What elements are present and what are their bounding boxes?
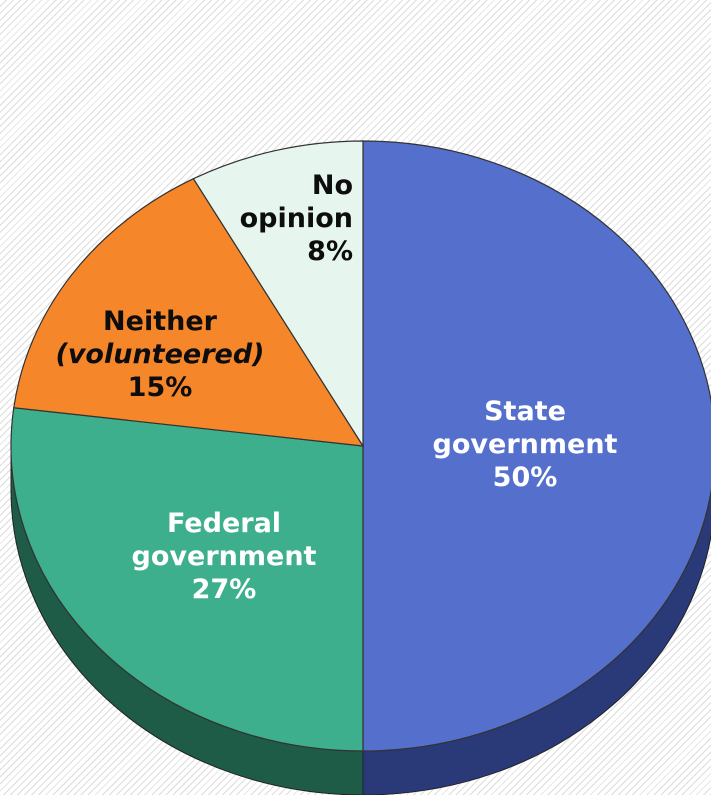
pie-category-label: government — [433, 429, 618, 460]
pie-label-state-government: State government 50% — [433, 396, 618, 493]
pie-category-label: opinion — [240, 203, 353, 234]
pie-category-label: (volunteered) — [55, 339, 264, 370]
pie-value-label: 15% — [128, 372, 193, 403]
pie-category-label: No — [312, 170, 353, 201]
pie-labels: State government 50%Federal government 27%Ne… — [55, 170, 617, 605]
pie-slice-neither-volunteered — [13, 177, 365, 447]
pie-category-label: Neither — [103, 306, 218, 337]
pie-label-no-opinion: No opinion 8% — [240, 170, 353, 267]
pie-category-label: Federal — [167, 508, 281, 539]
pie-category-label: State — [484, 396, 566, 427]
pie-slice-no-opinion — [192, 140, 364, 449]
pie-slices — [10, 140, 711, 752]
pie-slice-state-government — [362, 140, 711, 752]
pie-label-neither-volunteered: Neither (volunteered) 15% — [55, 306, 264, 403]
pie-value-label: 50% — [493, 462, 558, 493]
pie-slice-federal-government — [10, 407, 364, 752]
pie-label-federal-government: Federal government 27% — [132, 508, 317, 605]
pie-category-label: government — [132, 541, 317, 572]
pie-value-label: 8% — [307, 236, 353, 267]
pie-value-label: 27% — [192, 574, 257, 605]
